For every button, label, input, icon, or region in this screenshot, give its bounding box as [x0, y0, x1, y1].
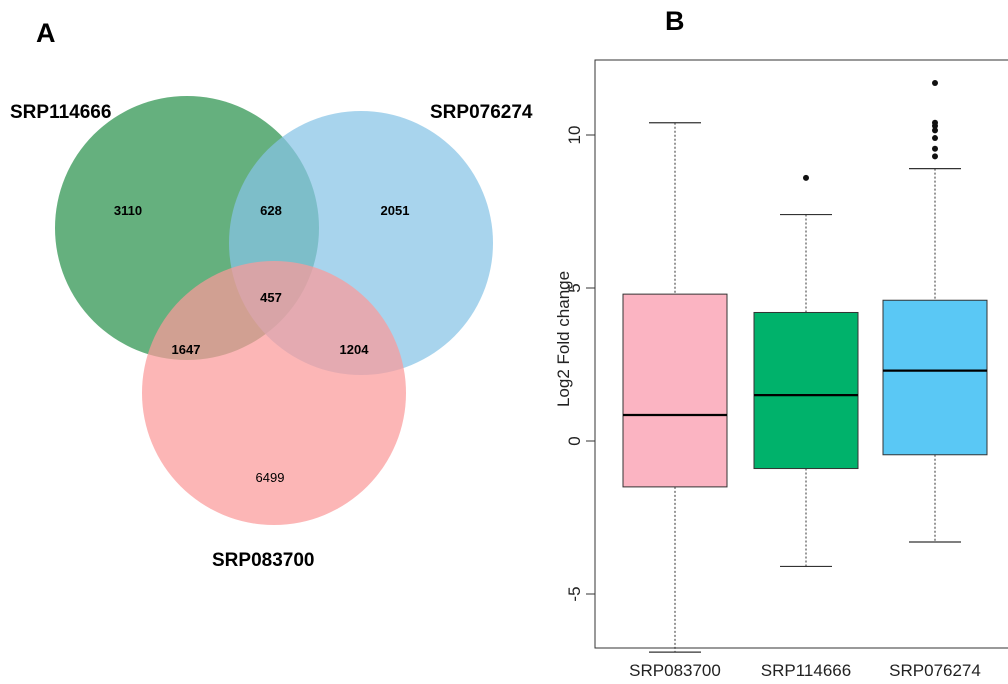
- venn-count-srp083700-only: 6499: [256, 470, 285, 485]
- y-tick-label: 10: [565, 126, 584, 145]
- venn-count-srp114666-srp083700: 1647: [172, 342, 201, 357]
- box-srp114666: [753, 311, 859, 470]
- y-tick-label: -5: [565, 586, 584, 601]
- venn-count-srp076274-srp083700: 1204: [340, 342, 370, 357]
- venn-panel: A SRP114666 SRP076274 SRP083700 3110 628…: [10, 18, 533, 571]
- outlier-point: [932, 153, 938, 160]
- plot-frame: [594, 59, 1008, 649]
- venn-label-srp076274: SRP076274: [430, 102, 533, 123]
- outlier-point: [932, 145, 938, 152]
- venn-circle-srp083700: [142, 261, 406, 525]
- box-srp076274: [882, 299, 988, 456]
- venn-count-srp114666-srp076274: 628: [260, 203, 282, 218]
- outlier-point: [932, 135, 938, 142]
- panel-a-label: A: [36, 18, 56, 48]
- box-srp083700: [622, 293, 728, 488]
- venn-label-srp114666: SRP114666: [10, 102, 111, 123]
- boxplot-plot-area: -5 0 5 10 SRP083700 SRP114666 SRP076274: [565, 59, 1008, 680]
- outlier-point: [932, 127, 938, 134]
- venn-label-srp083700: SRP083700: [212, 550, 314, 571]
- x-category-label: SRP114666: [761, 661, 851, 680]
- x-category-label: SRP076274: [889, 661, 981, 680]
- venn-count-all-three: 457: [260, 290, 282, 305]
- outlier-point: [932, 79, 938, 86]
- y-tick-label: 0: [565, 436, 584, 445]
- boxplot-panel: B Log2 Fold change -5 0 5 10 SRP083700 SRP114…: [554, 6, 1008, 680]
- panel-b-label: B: [665, 6, 685, 36]
- x-category-label: SRP083700: [629, 661, 721, 680]
- y-tick-label: 5: [565, 283, 584, 292]
- venn-count-srp114666-only: 3110: [114, 203, 142, 218]
- y-axis-title: Log2 Fold change: [554, 271, 573, 407]
- outlier-point: [803, 174, 809, 181]
- venn-count-srp076274-only: 2051: [381, 203, 410, 218]
- outlier-point: [932, 119, 938, 126]
